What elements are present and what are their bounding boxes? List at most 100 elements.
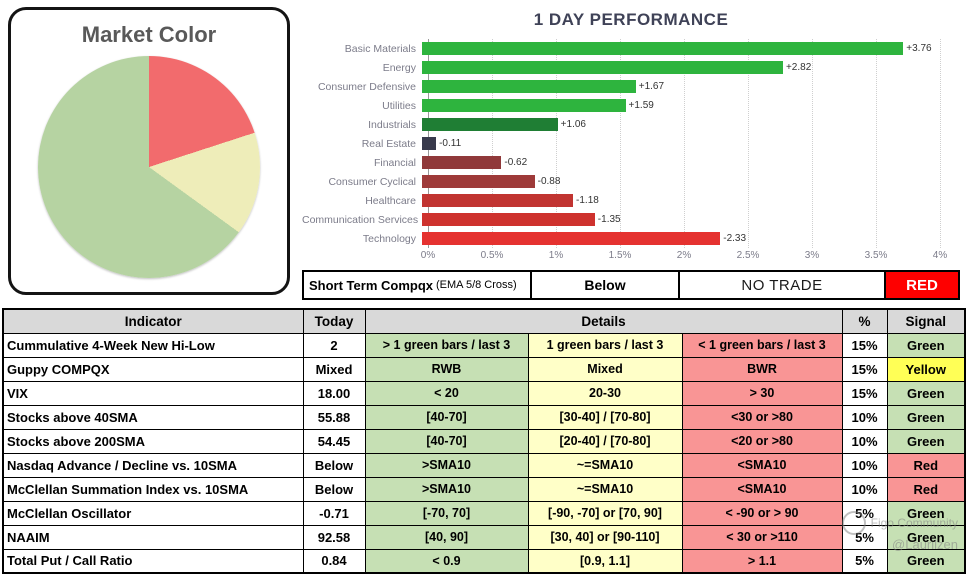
pct-cell: 10% [841,428,888,454]
detail-yellow-cell: [-90, -70] or [70, 90] [527,500,683,526]
detail-yellow-cell: ~=SMA10 [527,452,683,478]
header-indicator: Indicator [2,308,304,334]
detail-green-cell: > 1 green bars / last 3 [364,332,529,358]
indicator-cell: Cummulative 4-Week New Hi-Low [2,332,304,358]
short-term-label-main: Short Term Compqx [309,277,433,293]
bar-row: Industrials +1.06 [302,115,960,134]
x-axis: 0% 0.5% 1% 1.5% 2% 2.5% 3% 3.5% 4% [421,248,947,263]
market-color-title: Market Color [81,22,217,47]
bar-row: Financial -0.62 [302,153,960,172]
x-tick-label: 1% [548,250,564,261]
detail-green-cell: RWB [364,356,529,382]
table-row: Cummulative 4-Week New Hi-Low 2 > 1 green … [2,332,966,358]
bar-value-label: +1.59 [628,100,654,111]
short-term-signal-row: Short Term Compqx (EMA 5/8 Cross) Below … [302,270,960,300]
today-cell: Mixed [302,356,366,382]
pct-cell: 10% [841,476,888,502]
indicator-cell: Nasdaq Advance / Decline vs. 10SMA [2,452,304,478]
detail-red-cell: < -90 or > 90 [681,500,843,526]
indicator-cell: Total Put / Call Ratio [2,548,304,574]
gridline [748,39,749,248]
today-cell: 92.58 [302,524,366,550]
bar-row: Utilities +1.59 [302,96,960,115]
table-row: Stocks above 40SMA 55.88 [40-70] [30-40] / … [2,404,966,430]
detail-green-cell: >SMA10 [364,476,529,502]
today-cell: Below [302,452,366,478]
bar-value-label: -1.35 [597,214,621,225]
today-cell: 18.00 [302,380,366,406]
indicator-cell: VIX [2,380,304,406]
bar-row: Real Estate -0.11 [302,134,960,153]
detail-red-cell: > 1.1 [681,548,843,574]
table-row: VIX 18.00 < 20 20-30 > 30 15% Green [2,380,966,406]
detail-yellow-cell: ~=SMA10 [527,476,683,502]
today-cell: -0.71 [302,500,366,526]
today-cell: Below [302,476,366,502]
pct-cell: 5% [841,500,888,526]
gridline [492,39,493,248]
bar-row: Consumer Cyclical -0.88 [302,172,960,191]
bar-value-label: +2.82 [785,62,812,73]
bar-category-label: Industrials [368,118,416,131]
indicator-cell: McClellan Oscillator [2,500,304,526]
gridline [684,39,685,248]
short-term-label: Short Term Compqx (EMA 5/8 Cross) [304,272,530,298]
bar-track: -2.33 [422,232,934,245]
short-term-action: NO TRADE [678,272,884,298]
table-row: Nasdaq Advance / Decline vs. 10SMA Below >… [2,452,966,478]
top-section: Market Color 1 DAY PERFORMANCE Basic Mat… [8,0,966,302]
pct-cell: 10% [841,452,888,478]
x-tick-label: 2.5% [736,250,760,261]
bar-category-label: Financial [373,156,416,169]
pct-cell: 15% [841,356,888,382]
bar-row: Consumer Defensive +1.67 [302,77,960,96]
detail-yellow-cell: 1 green bars / last 3 [527,332,683,358]
detail-green-cell: [40, 90] [364,524,529,550]
x-tick-label: 4% [932,250,948,261]
bar-value-label: -1.18 [576,195,599,206]
table-row: McClellan Summation Index vs. 10SMA Below… [2,476,966,502]
bar-category-label: Consumer Defensive [317,80,416,93]
header-pct: % [841,308,888,334]
detail-red-cell: <30 or >80 [681,404,843,430]
detail-yellow-cell: [30-40] / [70-80] [527,404,683,430]
detail-yellow-cell: [30, 40] or [90-110] [527,524,683,550]
bar-row: Technology -2.33 [302,229,960,248]
gridline [556,39,557,248]
indicator-cell: McClellan Summation Index vs. 10SMA [2,476,304,502]
bar [422,232,721,245]
header-details: Details [364,308,843,334]
signal-cell: Green [886,332,966,358]
bar-category-label: Basic Materials [344,42,416,55]
bar [422,99,626,112]
bar-category-label: Communication Services [302,213,419,226]
today-cell: 2 [302,332,366,358]
bar-value-label: -0.62 [504,157,528,168]
short-term-label-sub: (EMA 5/8 Cross) [436,279,517,291]
bar-category-label: Utilities [382,99,416,112]
indicator-cell: Guppy COMPQX [2,356,304,382]
detail-red-cell: <SMA10 [681,476,843,502]
bar-category-label: Technology [362,232,416,245]
x-tick-label: 3.5% [864,250,888,261]
signal-cell: Red [886,452,966,478]
indicator-cell: Stocks above 40SMA [2,404,304,430]
bar-chart: Basic Materials +3.76 Energy +2.82 Consumer … [302,39,960,248]
x-tick-label: 0.5% [480,250,504,261]
detail-green-cell: < 0.9 [364,548,529,574]
detail-green-cell: >SMA10 [364,452,529,478]
pct-cell: 15% [841,380,888,406]
bar-track: -0.88 [422,175,934,188]
table-row: Guppy COMPQX Mixed RWB Mixed BWR 15% Yellow [2,356,966,382]
bar [422,194,574,207]
pct-cell: 5% [841,524,888,550]
performance-panel: 1 DAY PERFORMANCE Basic Materials +3.76 En… [290,0,966,302]
detail-red-cell: > 30 [681,380,843,406]
detail-yellow-cell: [0.9, 1.1] [527,548,683,574]
bar-row: Energy +2.82 [302,58,960,77]
detail-yellow-cell: [20-40] / [70-80] [527,428,683,454]
gridline [812,39,813,248]
table-row: Total Put / Call Ratio 0.84 < 0.9 [0.9, 1.1… [2,548,966,574]
bar-row: Communication Services -1.35 [302,210,960,229]
